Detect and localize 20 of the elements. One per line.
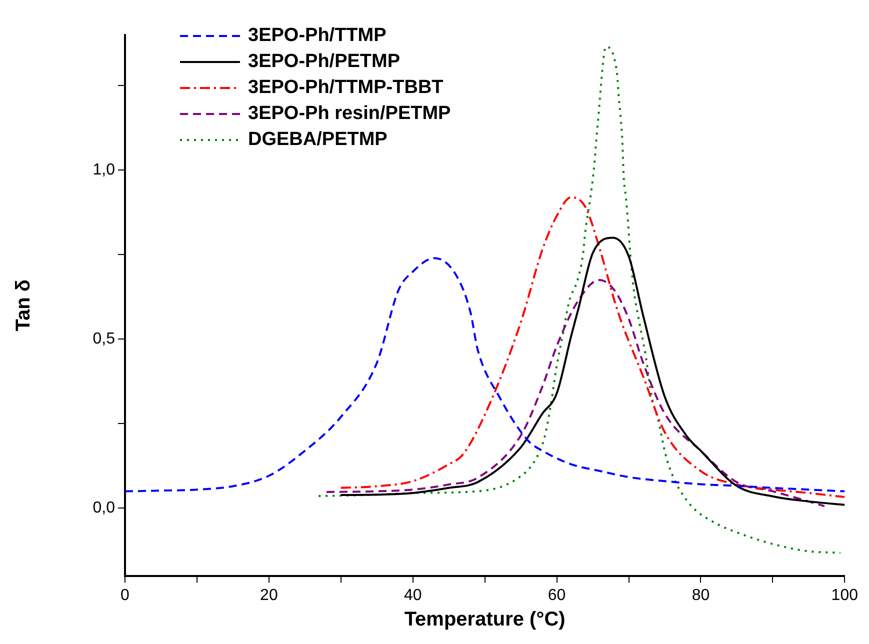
- x-axis-title: Temperature (°C): [404, 608, 566, 631]
- x-tick-label: 60: [548, 586, 566, 604]
- legend-label: DGEBA/PETMP: [248, 129, 388, 150]
- y-tick-label: 0,0: [92, 500, 116, 517]
- legend-label: 3EPO-Ph/PETMP: [248, 51, 400, 72]
- y-tick-label: 1,0: [92, 162, 116, 179]
- x-tick-label: 40: [404, 586, 422, 604]
- x-tick-label: 0: [120, 586, 130, 604]
- x-tick-label: 80: [692, 586, 710, 604]
- legend-label: 3EPO-Ph resin/PETMP: [248, 103, 452, 124]
- legend-label: 3EPO-Ph/TTMP-TBBT: [248, 77, 444, 98]
- x-tick-label: 100: [831, 586, 858, 604]
- x-tick-label: 20: [260, 586, 278, 604]
- y-axis-title: Tan δ: [12, 280, 35, 332]
- line-series: [326, 279, 826, 508]
- line-series: [125, 257, 845, 492]
- line-series: [340, 196, 845, 498]
- legend-label: 3EPO-Ph/TTMP: [248, 25, 387, 46]
- y-tick-label: 0,5: [92, 330, 116, 348]
- line-series: [340, 236, 845, 506]
